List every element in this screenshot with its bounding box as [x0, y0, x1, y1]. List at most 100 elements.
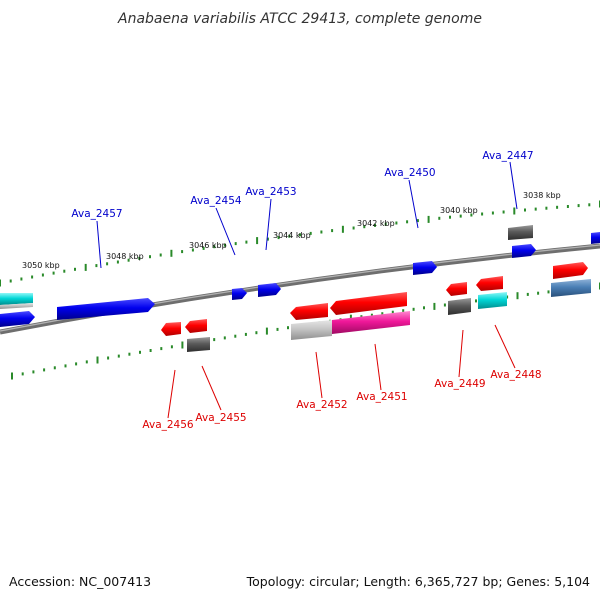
kbp-bottom-minor-tick [85, 360, 88, 364]
leader-ava-2449 [458, 329, 464, 378]
feature-ava-2454[interactable] [232, 288, 247, 300]
kbp-top-minor-tick [491, 211, 494, 215]
kbp-top-minor-tick [41, 273, 44, 277]
feature-ava-2457[interactable] [57, 298, 155, 320]
gene-label-ava-2449[interactable]: Ava_2449 [434, 378, 485, 390]
kbp-top-minor-tick [459, 214, 462, 218]
kbp-bottom-minor-tick [170, 345, 173, 349]
gene-label-ava-2452[interactable]: Ava_2452 [296, 399, 347, 411]
leader-ava-2453 [265, 198, 272, 251]
feature-steel-right[interactable] [551, 279, 591, 297]
kbp-bottom-minor-tick [223, 336, 226, 340]
kbp-top-minor-tick [588, 203, 591, 207]
gene-label-ava-2451[interactable]: Ava_2451 [356, 391, 407, 403]
kbp-top-minor-tick [191, 248, 194, 252]
kbp-top-minor-tick [159, 253, 162, 257]
kbp-bottom-minor-tick [244, 332, 247, 336]
kbp-bottom-minor-tick [276, 327, 279, 331]
leader-ava-2447 [509, 161, 518, 210]
feature-ava-2453[interactable] [258, 283, 281, 297]
feature-blue[interactable] [0, 311, 35, 327]
kbp-label-3042: 3042 kbp [357, 219, 395, 228]
kbp-bottom-major-tick [11, 372, 13, 380]
leader-ava-2452 [315, 351, 323, 399]
kbp-scale: 3050 kbp 3048 kbp 3046 kbp 3044 kbp 3042… [22, 191, 561, 270]
kbp-top-minor-tick [202, 246, 205, 250]
gene-label-ava-2456[interactable]: Ava_2456 [142, 419, 194, 431]
feature-ava-2456[interactable] [161, 322, 181, 336]
kbp-label-3038: 3038 kbp [523, 191, 561, 200]
features [0, 225, 600, 352]
kbp-top-minor-tick [352, 226, 355, 230]
feature-cyan[interactable] [0, 293, 33, 305]
kbp-top-major-tick [0, 279, 1, 287]
kbp-bottom-minor-tick [75, 362, 78, 366]
kbp-top-minor-tick [9, 279, 12, 283]
kbp-top-minor-tick [524, 208, 526, 212]
feature-ava-2448-cyan[interactable] [478, 292, 507, 309]
kbp-top-major-tick [427, 215, 430, 223]
kbp-top-major-tick [341, 225, 344, 233]
kbp-top-minor-tick [95, 264, 98, 268]
leader-ava-2455 [201, 365, 222, 411]
kbp-bottom-minor-tick [391, 310, 394, 314]
top-gene-labels: Ava_2457 Ava_2454 Ava_2453 Ava_2450 Ava_… [71, 150, 533, 220]
kbp-bottom-minor-tick [370, 313, 373, 317]
leader-ava-2457 [96, 220, 102, 269]
kbp-top-minor-tick [138, 256, 141, 260]
feature-ava-2455-red[interactable] [185, 319, 207, 333]
leader-ava-2456 [167, 369, 176, 419]
kbp-top-minor-tick [406, 220, 409, 224]
feature-ava-2449-grey[interactable] [448, 298, 471, 315]
kbp-top-minor-tick [449, 215, 451, 219]
kbp-top-minor-tick [481, 212, 484, 216]
kbp-top-major-tick [256, 237, 259, 245]
kbp-bottom-minor-tick [475, 299, 477, 303]
kbp-top-minor-tick [374, 223, 376, 227]
kbp-top-minor-tick [52, 271, 55, 275]
feature-ava-2452[interactable] [290, 303, 328, 320]
gene-label-ava-2448[interactable]: Ava_2448 [490, 369, 541, 381]
map-title: Anabaena variabilis ATCC 29413, complete… [117, 11, 482, 27]
feature-ava-2451-pink[interactable] [332, 311, 410, 334]
kbp-bottom-major-tick [433, 302, 436, 310]
kbp-label-3044: 3044 kbp [273, 231, 311, 240]
feature-ava-2447[interactable] [512, 244, 536, 258]
feature-ava-2450[interactable] [413, 261, 437, 275]
gene-label-ava-2450[interactable]: Ava_2450 [384, 167, 435, 179]
kbp-bottom-minor-tick [117, 354, 120, 358]
gene-label-ava-2454[interactable]: Ava_2454 [190, 195, 242, 207]
feature-red-right[interactable] [553, 262, 588, 279]
feature-ava-2451[interactable] [330, 292, 407, 315]
kbp-bottom-minor-tick [412, 307, 415, 311]
kbp-top-minor-tick [74, 267, 76, 271]
kbp-bottom-minor-tick [547, 290, 550, 294]
kbp-top-minor-tick [502, 210, 505, 214]
feature-ava-2448[interactable] [476, 276, 503, 291]
kbp-top-minor-tick [149, 255, 151, 259]
kbp-top-minor-tick [20, 277, 23, 281]
feature-ava-2452-lightgrey[interactable] [291, 320, 332, 340]
kbp-bottom-minor-tick [43, 368, 46, 372]
feature-blue-right-edge[interactable] [591, 232, 600, 244]
kbp-bottom-minor-tick [213, 338, 216, 342]
kbp-top-major-tick [513, 207, 516, 215]
kbp-bottom-minor-tick [381, 312, 384, 316]
gene-label-ava-2447[interactable]: Ava_2447 [482, 150, 533, 162]
kbp-top-major-tick [170, 249, 173, 257]
kbp-top-minor-tick [234, 242, 237, 246]
gene-label-ava-2457[interactable]: Ava_2457 [71, 208, 122, 220]
kbp-top-minor-tick [363, 225, 366, 229]
feature-ava-2447-grey[interactable] [508, 225, 533, 240]
kbp-top-minor-tick [534, 207, 537, 211]
leader-ava-2451 [374, 343, 382, 391]
kbp-bottom-minor-tick [139, 350, 141, 354]
feature-ava-2455-grey[interactable] [187, 337, 210, 352]
gene-label-ava-2453[interactable]: Ava_2453 [245, 186, 296, 198]
kbp-bottom-minor-tick [32, 370, 35, 374]
feature-ava-2449[interactable] [446, 282, 467, 296]
gene-label-ava-2455[interactable]: Ava_2455 [195, 412, 246, 424]
leader-ava-2450 [408, 179, 419, 229]
kbp-bottom-minor-tick [149, 349, 152, 352]
